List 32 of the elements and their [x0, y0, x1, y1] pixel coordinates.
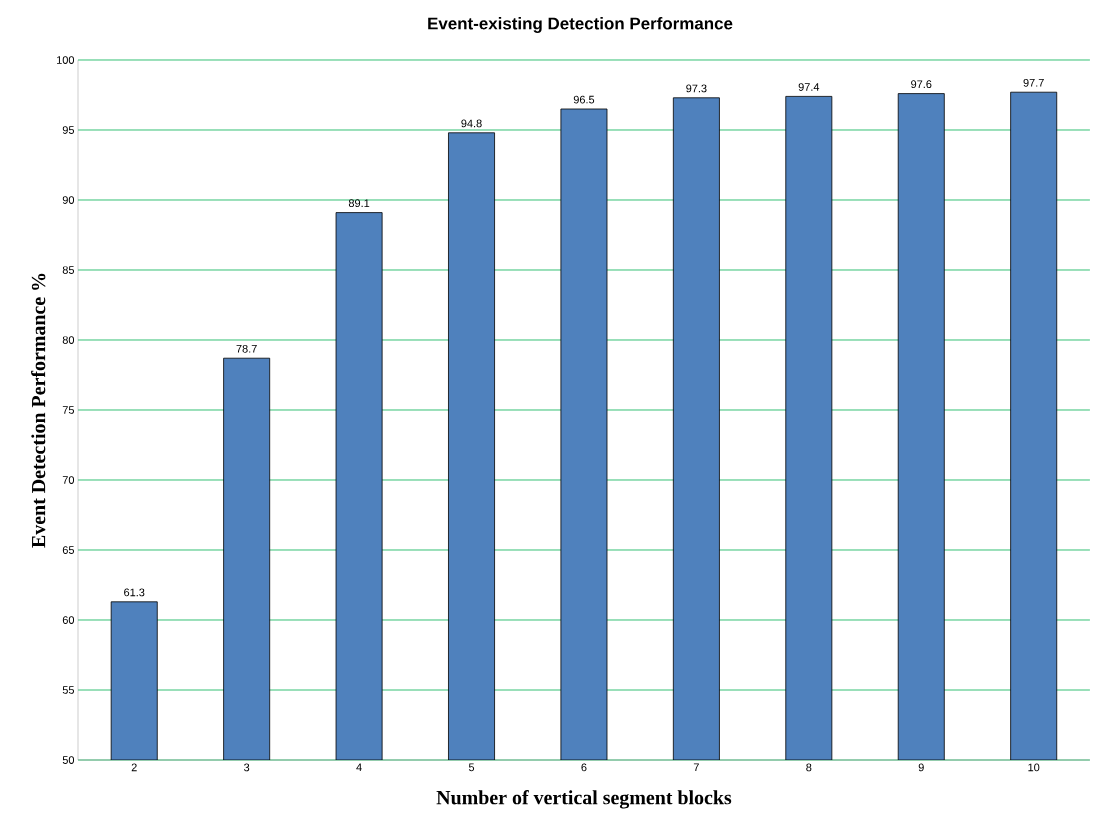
- data-label: 78.7: [236, 344, 257, 353]
- x-tick-label: 3: [244, 763, 250, 772]
- y-tick-label: 90: [62, 196, 75, 204]
- data-label: 97.3: [686, 84, 707, 93]
- y-tick-label: 55: [62, 686, 75, 694]
- x-tick-label: 10: [1028, 763, 1040, 772]
- x-tick-label: 7: [693, 763, 699, 772]
- data-label: 94.8: [461, 119, 482, 128]
- data-label: 97.7: [1023, 78, 1044, 87]
- y-tick-label: 70: [62, 476, 75, 484]
- data-label: 96.5: [573, 95, 595, 104]
- x-tick-label: 9: [918, 763, 924, 772]
- y-tick-label: 85: [62, 266, 75, 274]
- data-label: 61.3: [124, 588, 145, 597]
- y-tick-label: 65: [62, 546, 75, 554]
- x-tick-label: 8: [806, 763, 812, 772]
- x-tick-label: 5: [468, 763, 475, 772]
- x-tick-label: 6: [581, 763, 587, 772]
- x-tick-label: 4: [356, 763, 362, 772]
- data-label: 97.6: [911, 80, 932, 89]
- x-axis-title: Number of vertical segment blocks: [436, 790, 732, 809]
- data-label: 89.1: [348, 199, 370, 208]
- y-tick-label: 60: [62, 616, 75, 624]
- y-tick-label: 95: [62, 126, 75, 134]
- y-tick-label: 50: [62, 756, 75, 764]
- y-tick-label: 100: [57, 56, 75, 64]
- data-label: 97.4: [798, 83, 820, 91]
- chart-title: Event-existing Detection Performance: [428, 17, 733, 33]
- y-axis-title: Event Detection Performance %: [31, 273, 46, 548]
- x-tick-label: 2: [131, 763, 137, 772]
- y-tick-label: 75: [62, 406, 75, 414]
- y-tick-label: 80: [62, 336, 75, 344]
